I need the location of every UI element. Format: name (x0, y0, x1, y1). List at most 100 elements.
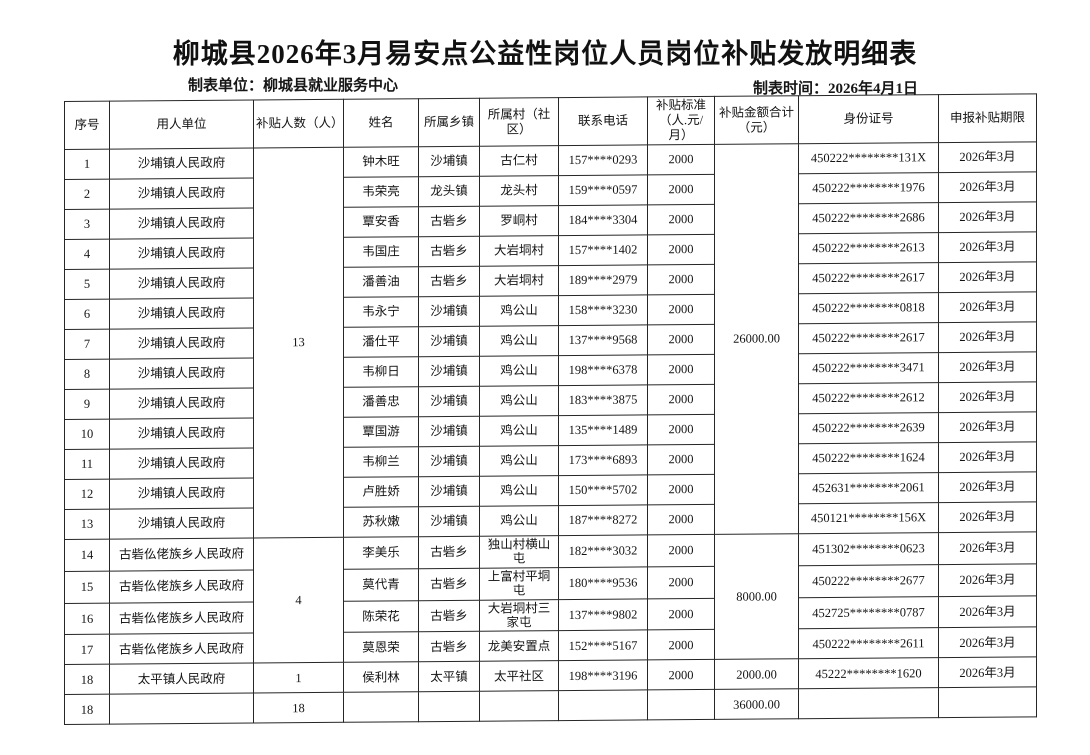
cell-sequence: 14 (64, 539, 110, 572)
cell-phone: 152****5167 (558, 630, 648, 661)
cell-village: 大岩垌村 (479, 235, 559, 267)
cell-declare-period: 2026年3月 (938, 351, 1037, 383)
cell-village: 鸡公山 (479, 445, 559, 477)
cell-id-number: 451302********0623 (798, 532, 939, 566)
cell-person-name: 莫代青 (343, 568, 419, 601)
cell-village: 龙美安置点 (479, 630, 559, 662)
cell-sequence: 8 (64, 359, 110, 390)
cell-total: 18 (64, 694, 110, 725)
cell-sequence: 11 (64, 449, 110, 480)
column-header: 身份证号 (798, 94, 939, 144)
cell-sequence: 4 (64, 239, 110, 270)
cell-id-number: 450222********2639 (798, 412, 939, 444)
cell-person-name: 陈荣花 (343, 600, 419, 633)
cell-total (418, 691, 480, 722)
cell-subsidy-standard: 2000 (647, 294, 715, 325)
cell-sequence: 16 (64, 602, 110, 635)
cell-total (109, 693, 254, 725)
cell-township: 沙埔镇 (418, 386, 480, 417)
cell-phone: 184****3304 (558, 204, 648, 236)
cell-person-name: 覃安香 (343, 206, 419, 238)
cell-person-name: 侯利林 (343, 661, 419, 693)
cell-village: 鸡公山 (479, 505, 559, 537)
cell-employer: 沙埔镇人民政府 (109, 178, 254, 210)
cell-subsidy-amount: 2000.00 (714, 658, 799, 690)
cell-total: 18 (253, 692, 344, 724)
cell-employer: 古砦仫佬族乡人民政府 (109, 538, 254, 571)
cell-employer: 沙埔镇人民政府 (109, 238, 254, 270)
cell-sequence: 6 (64, 299, 110, 330)
cell-employer: 沙埔镇人民政府 (109, 328, 254, 360)
cell-total (938, 687, 1037, 718)
cell-subsidy-standard: 2000 (647, 659, 715, 691)
cell-id-number: 450222********1624 (798, 442, 939, 474)
cell-declare-period: 2026年3月 (938, 411, 1037, 443)
cell-declare-period: 2026年3月 (938, 201, 1037, 233)
cell-phone: 198****3196 (558, 660, 648, 691)
column-header: 姓名 (343, 98, 419, 148)
cell-township: 古砦乡 (418, 266, 480, 297)
cell-declare-period: 2026年3月 (938, 563, 1037, 597)
cell-declare-period: 2026年3月 (938, 291, 1037, 323)
column-header: 补贴人数（人） (253, 99, 344, 149)
cell-person-name: 韦荣亮 (343, 176, 419, 208)
cell-subsidy-standard: 2000 (647, 534, 715, 567)
cell-total (343, 691, 419, 723)
cell-subsidy-count: 1 (253, 662, 344, 694)
cell-subsidy-count: 4 (253, 537, 344, 664)
cell-subsidy-amount: 8000.00 (714, 533, 799, 660)
cell-township: 沙埔镇 (418, 506, 480, 537)
cell-sequence: 13 (64, 509, 110, 540)
column-header: 补贴标准 （人.元/月） (647, 96, 715, 145)
cell-employer: 沙埔镇人民政府 (109, 358, 254, 390)
cell-village: 大岩垌村 (479, 265, 559, 297)
cell-employer: 太平镇人民政府 (109, 663, 254, 695)
cell-subsidy-count: 13 (253, 147, 344, 539)
cell-subsidy-standard: 2000 (647, 144, 715, 175)
cell-village: 独山村横山屯 (479, 535, 559, 568)
cell-declare-period: 2026年3月 (938, 501, 1037, 533)
cell-phone: 137****9802 (558, 598, 648, 631)
cell-phone: 180****9536 (558, 566, 648, 600)
prepared-at-label: 制表时间：2026年4月1日 (753, 81, 919, 97)
cell-phone: 158****3230 (558, 294, 648, 326)
cell-employer: 沙埔镇人民政府 (109, 388, 254, 420)
cell-person-name: 潘善忠 (343, 386, 419, 418)
cell-sequence: 10 (64, 419, 110, 450)
cell-declare-period: 2026年3月 (938, 657, 1037, 688)
cell-phone: 182****3032 (558, 534, 648, 568)
cell-employer: 沙埔镇人民政府 (109, 148, 254, 180)
cell-subsidy-amount: 26000.00 (714, 143, 799, 535)
cell-township: 古砦乡 (418, 631, 480, 662)
cell-employer: 古砦仫佬族乡人民政府 (109, 601, 254, 635)
cell-township: 太平镇 (418, 661, 480, 692)
cell-township: 古砦乡 (418, 236, 480, 267)
cell-village: 上富村平垌屯 (479, 567, 559, 600)
cell-employer: 沙埔镇人民政府 (109, 298, 254, 330)
cell-village: 大岩垌村三家屯 (479, 599, 559, 632)
cell-id-number: 452725********0787 (798, 596, 939, 629)
page-title: 柳城县2026年3月易安点公益性岗位人员岗位补贴发放明细表 (172, 39, 918, 69)
cell-declare-period: 2026年3月 (938, 261, 1037, 293)
cell-subsidy-standard: 2000 (647, 354, 715, 385)
cell-sequence: 12 (64, 479, 110, 510)
cell-phone: 183****3875 (558, 384, 648, 416)
cell-declare-period: 2026年3月 (938, 141, 1037, 173)
cell-id-number: 450222********2617 (798, 322, 939, 354)
cell-id-number: 450222********2617 (798, 262, 939, 294)
cell-township: 沙埔镇 (418, 416, 480, 447)
cell-person-name: 韦永宁 (343, 296, 419, 328)
cell-village: 鸡公山 (479, 385, 559, 417)
cell-total (558, 690, 648, 721)
cell-village: 鸡公山 (479, 415, 559, 447)
cell-township: 沙埔镇 (418, 326, 480, 357)
cell-village: 太平社区 (479, 660, 559, 692)
cell-subsidy-standard: 2000 (647, 566, 715, 599)
cell-subsidy-standard: 2000 (647, 384, 715, 415)
total-row: 18 18 36000.00 (64, 687, 1037, 725)
cell-id-number: 450222********1976 (798, 172, 939, 204)
cell-township: 沙埔镇 (418, 356, 480, 387)
cell-phone: 137****9568 (558, 324, 648, 356)
cell-declare-period: 2026年3月 (938, 171, 1037, 203)
cell-subsidy-standard: 2000 (647, 597, 715, 631)
